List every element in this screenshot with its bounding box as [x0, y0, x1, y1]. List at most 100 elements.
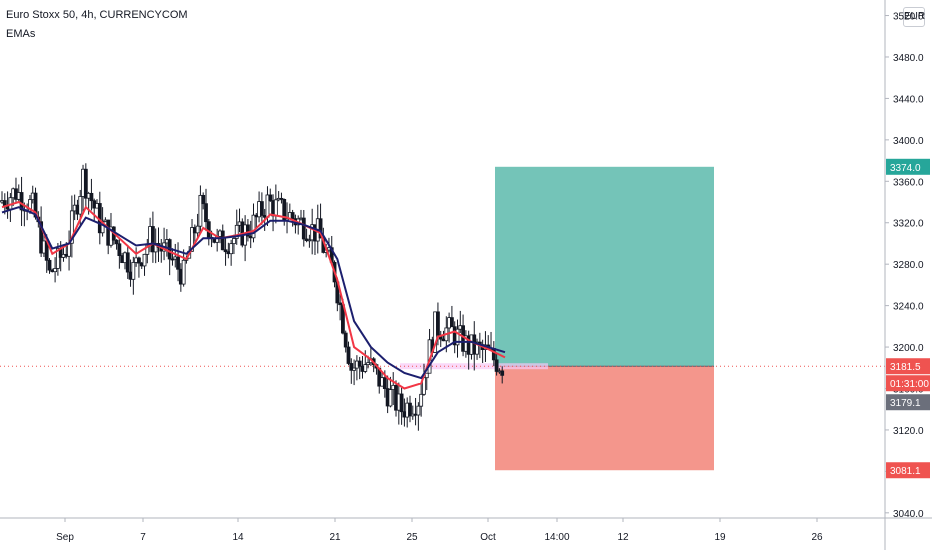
stop-zone — [495, 366, 714, 471]
candle-body — [220, 230, 225, 251]
candle-body — [150, 226, 155, 253]
candle-body — [142, 253, 147, 267]
candle-body — [419, 393, 424, 407]
target-zone — [495, 166, 714, 367]
candle-body — [349, 363, 354, 371]
candle-body — [259, 201, 264, 216]
x-tick-label: 21 — [329, 532, 341, 543]
y-tick-label: 3200.0 — [893, 343, 924, 354]
countdown-badge: 01:31:00 — [890, 379, 929, 390]
y-tick-label: 3120.0 — [893, 426, 924, 437]
chart-title: Euro Stoxx 50, 4h, CURRENCYCOM — [6, 9, 188, 21]
stop-price-badge-bg — [886, 462, 930, 479]
x-tick-label: 14:00 — [544, 532, 569, 543]
candle-body — [223, 249, 228, 253]
x-tick-label: 14 — [232, 532, 244, 543]
candle-body — [47, 259, 52, 271]
x-tick-label: 7 — [140, 532, 146, 543]
candle-body — [78, 196, 83, 215]
x-tick-label: 25 — [406, 532, 418, 543]
y-tick-label: 3440.0 — [893, 94, 924, 105]
candle-body — [53, 268, 57, 273]
candle-body — [382, 377, 387, 389]
candle-body — [204, 203, 208, 223]
x-tick-label: Sep — [56, 532, 74, 543]
candle-body — [424, 372, 429, 379]
candle-body — [114, 239, 119, 245]
candle-body — [399, 393, 404, 413]
candle-body — [455, 328, 460, 346]
candle-body — [55, 247, 60, 269]
x-tick-label: 26 — [811, 532, 823, 543]
ema-slow-line — [1, 206, 506, 380]
candle-body — [318, 218, 323, 239]
last-price-badge-bg — [886, 358, 930, 375]
candle-body — [436, 311, 440, 336]
candle-body — [190, 227, 194, 252]
y-tick-label: 3320.0 — [893, 219, 924, 230]
target-price-badge: 3374.0 — [890, 163, 921, 174]
price-labels: 3374.0 3181.5 01:31:00 3179.1 3081.1 — [886, 158, 930, 479]
candle-body — [181, 259, 186, 285]
candle-body — [357, 360, 362, 367]
candle-body — [83, 168, 88, 199]
countdown-badge-bg — [886, 375, 930, 392]
x-tick-label: Oct — [480, 532, 496, 543]
y-tick-label: 3400.0 — [893, 136, 924, 147]
candle-body — [388, 389, 393, 407]
candle-body — [475, 341, 479, 355]
candle-body — [343, 332, 348, 348]
candle-body — [273, 199, 278, 217]
candle-body — [201, 194, 206, 205]
indicator-label[interactable]: EMAs — [6, 28, 36, 40]
candle-body — [290, 212, 295, 220]
ema-lines — [1, 200, 506, 390]
candle-body — [363, 364, 368, 372]
y-tick-label: 3520.0 — [893, 12, 924, 23]
candle-body — [19, 192, 24, 211]
y-tick-label: 3360.0 — [893, 177, 924, 188]
candle-body — [198, 194, 203, 227]
target-price-badge-bg — [886, 158, 930, 175]
candle-body — [338, 302, 343, 306]
candle-body — [234, 224, 239, 239]
candle-body — [117, 243, 122, 256]
candle-body — [125, 252, 130, 273]
position-zones[interactable] — [0, 166, 885, 471]
candle-body — [89, 192, 94, 202]
y-tick-label: 3280.0 — [893, 260, 924, 271]
candle-body — [500, 370, 505, 376]
candle-body — [176, 256, 180, 270]
candlestick-series — [0, 163, 505, 431]
y-tick-label: 3040.0 — [893, 509, 924, 520]
candle-body — [229, 243, 234, 255]
x-tick-label: 19 — [714, 532, 726, 543]
bid-price-badge: 3179.1 — [890, 398, 921, 409]
candle-body — [494, 359, 499, 372]
x-tick-label: 12 — [617, 532, 629, 543]
ema-fast-line — [1, 200, 506, 390]
candle-body — [69, 210, 74, 244]
candle-body — [268, 194, 273, 201]
candle-body — [33, 192, 38, 218]
candle-body — [416, 405, 421, 416]
candle-body — [408, 402, 412, 417]
candle-body — [232, 238, 236, 245]
candle-body — [366, 362, 370, 366]
stop-price-badge: 3081.1 — [890, 466, 921, 477]
candle-body — [301, 217, 306, 240]
candle-body — [346, 346, 351, 364]
candle-body — [251, 214, 256, 239]
candle-body — [195, 225, 200, 234]
candle-body — [246, 224, 250, 237]
candle-body — [39, 221, 44, 254]
currency-button[interactable]: EUR — [903, 7, 925, 27]
y-tick-label: 3480.0 — [893, 53, 924, 64]
candle-body — [145, 244, 150, 255]
candle-body — [352, 367, 357, 371]
candle-body — [279, 197, 284, 200]
candle-body — [450, 317, 454, 328]
candle-body — [307, 239, 312, 242]
